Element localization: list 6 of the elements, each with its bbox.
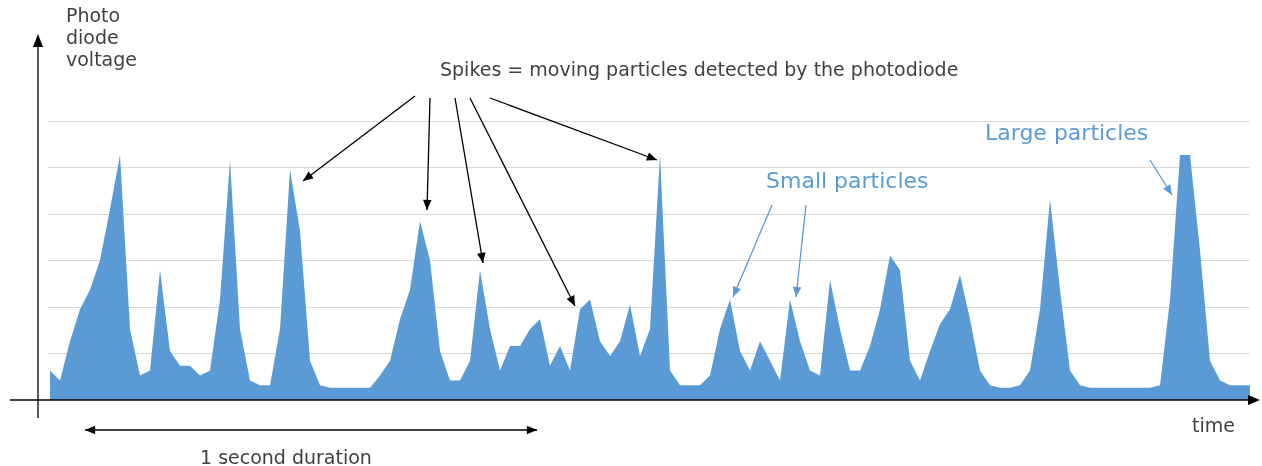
y-axis-title: Photo diode voltage xyxy=(66,4,138,70)
text: 1 second duration xyxy=(200,446,372,466)
text: Spikes = moving particles detected by the photodiode xyxy=(440,58,959,80)
x-axis-title: time xyxy=(1192,414,1235,436)
text: Large particles xyxy=(985,120,1149,145)
annotation: Small particles xyxy=(766,168,929,193)
